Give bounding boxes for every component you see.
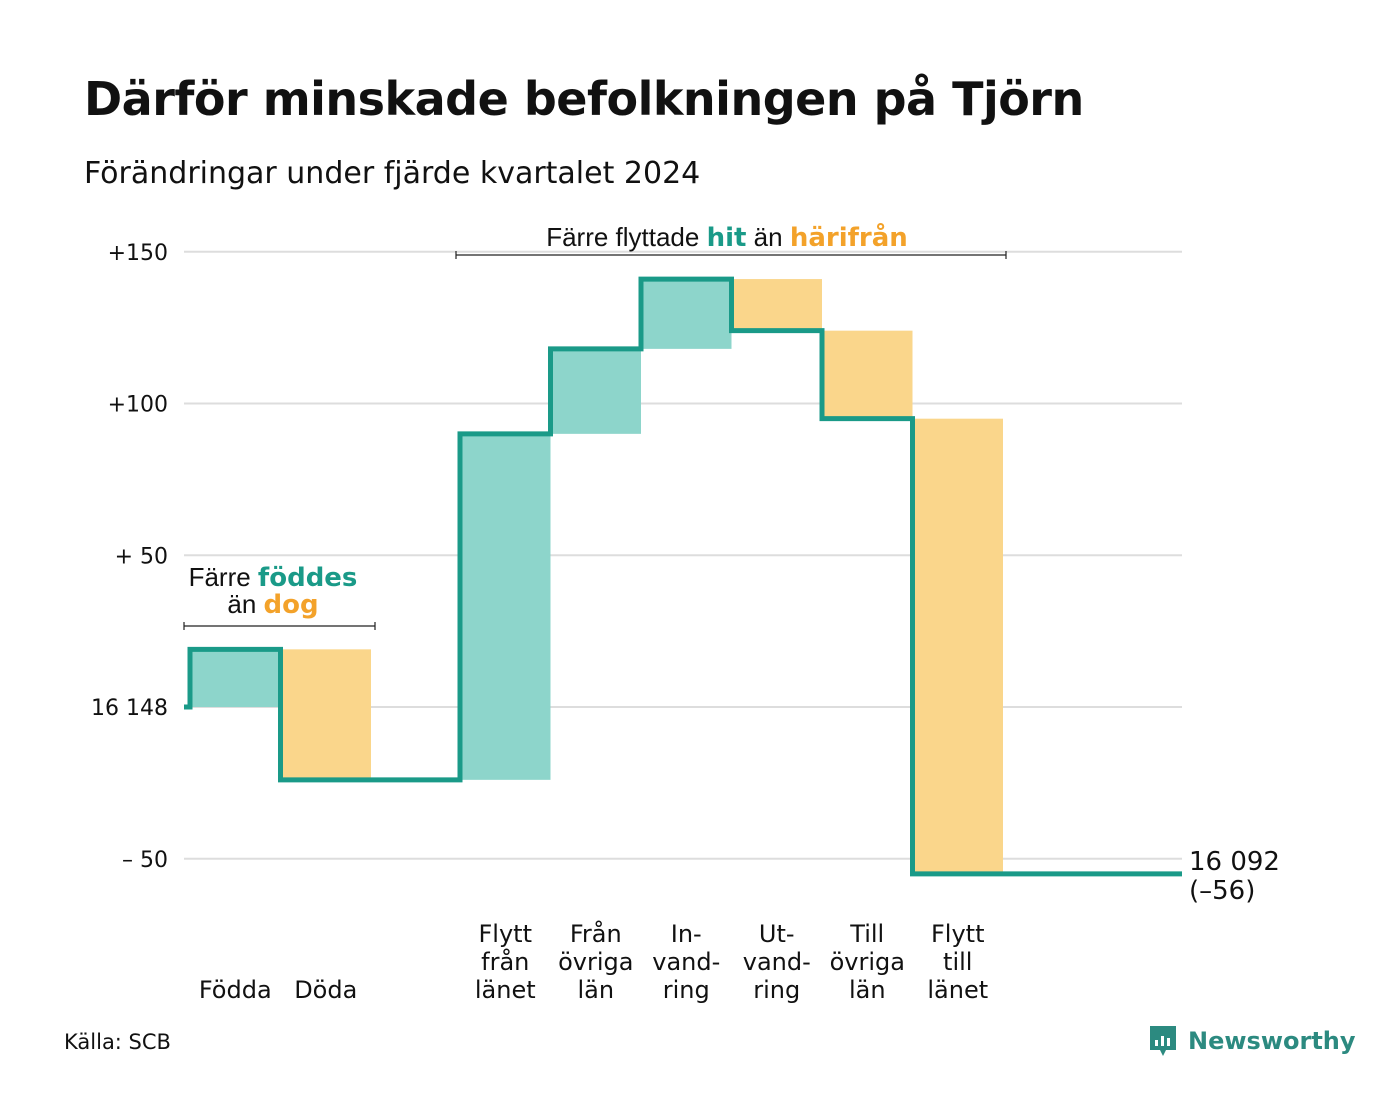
- category-label: vand-: [743, 948, 811, 976]
- y-tick-label: 16 148: [91, 696, 168, 721]
- category-label: Ut-: [759, 920, 795, 948]
- end-change-label: (–56): [1189, 876, 1255, 906]
- category-label: ring: [753, 976, 800, 1004]
- y-tick-label: – 50: [122, 848, 168, 873]
- category-label: län: [849, 976, 886, 1004]
- natural-annotation-line2: än dog: [227, 589, 318, 620]
- waterfall-bar: [190, 649, 281, 707]
- newsworthy-logo-icon: [1150, 1026, 1176, 1056]
- category-label: vand-: [652, 948, 720, 976]
- waterfall-bar: [641, 279, 732, 349]
- category-label: länet: [927, 976, 988, 1004]
- category-label: Från: [570, 919, 622, 948]
- category-label: från: [481, 947, 529, 976]
- category-label: övriga: [558, 948, 633, 976]
- waterfall-bar: [912, 418, 1003, 874]
- category-label: Till: [849, 920, 884, 948]
- category-label: Flytt: [479, 920, 533, 948]
- brand-name: Newsworthy: [1188, 1027, 1356, 1055]
- waterfall-bar: [822, 330, 913, 419]
- cumulative-step-line: [184, 276, 1182, 877]
- category-label: län: [577, 976, 614, 1004]
- category-label: In-: [671, 920, 702, 948]
- line-layer: [184, 276, 1182, 877]
- source-note: Källa: SCB: [64, 1030, 171, 1054]
- waterfall-bar: [280, 649, 371, 780]
- category-label: Födda: [199, 976, 272, 1004]
- bar-layer: [190, 279, 1003, 874]
- chart-subtitle: Förändringar under fjärde kvartalet 2024: [84, 156, 701, 191]
- waterfall-bar: [550, 348, 641, 434]
- natural-annotation-line1: Färre föddes: [189, 562, 358, 593]
- y-tick-label: + 50: [115, 544, 168, 569]
- category-label: ring: [663, 976, 710, 1004]
- category-label: övriga: [830, 948, 905, 976]
- migration-annotation: Färre flyttade hit än härifrån: [546, 221, 908, 253]
- chart-title: Därför minskade befolkningen på Tjörn: [84, 72, 1084, 126]
- category-label: till: [943, 948, 972, 976]
- category-label: länet: [475, 976, 536, 1004]
- end-value-label: 16 092: [1189, 847, 1280, 877]
- waterfall-bar: [731, 279, 822, 331]
- y-tick-label: +100: [108, 393, 168, 418]
- category-label: Döda: [294, 976, 357, 1004]
- waterfall-bar: [460, 433, 551, 780]
- brand-logo[interactable]: Newsworthy: [1148, 1024, 1356, 1058]
- category-label: Flytt: [931, 920, 985, 948]
- y-tick-label: +150: [108, 241, 168, 266]
